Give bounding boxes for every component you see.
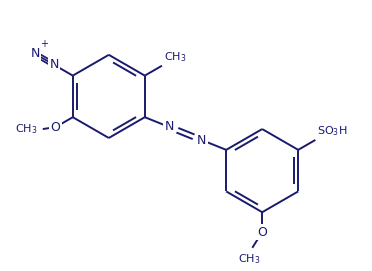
- Text: N: N: [49, 58, 59, 71]
- Text: CH$_3$: CH$_3$: [15, 122, 38, 136]
- Text: CH$_3$: CH$_3$: [164, 50, 186, 64]
- Text: SO$_3$H: SO$_3$H: [317, 124, 348, 138]
- Text: N: N: [164, 121, 174, 134]
- Text: N: N: [31, 47, 40, 60]
- Text: O: O: [51, 121, 61, 134]
- Text: CH$_3$: CH$_3$: [238, 252, 261, 266]
- Text: +: +: [40, 39, 48, 49]
- Text: N: N: [197, 134, 206, 147]
- Text: O: O: [257, 225, 267, 238]
